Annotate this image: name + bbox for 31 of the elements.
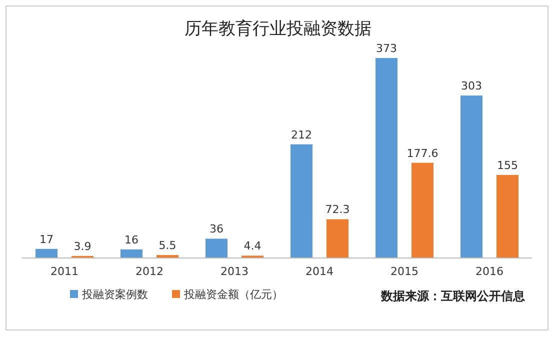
- data-label: 3.9: [74, 240, 92, 253]
- legend-label: 投融资金额（亿元）: [183, 288, 283, 301]
- bar: [290, 144, 312, 258]
- x-tick-label: 2011: [50, 265, 78, 278]
- bar: [36, 248, 58, 258]
- source-note: 数据来源：互联网公开信息: [380, 289, 526, 303]
- bar: [326, 219, 348, 258]
- data-label: 373: [376, 42, 397, 55]
- bar: [496, 174, 518, 258]
- data-label: 212: [291, 128, 312, 142]
- bar: [376, 58, 398, 258]
- x-tick-label: 2013: [220, 265, 248, 278]
- x-tick-label: 2015: [390, 265, 418, 278]
- data-label: 16: [124, 233, 138, 246]
- bar: [120, 249, 142, 258]
- x-tick-label: 2016: [476, 265, 504, 278]
- bar: [206, 238, 228, 258]
- x-tick-label: 2014: [306, 265, 334, 278]
- chart-title: 历年教育行业投融资数据: [184, 19, 372, 39]
- x-tick-label: 2012: [136, 265, 164, 278]
- data-label: 17: [40, 232, 54, 246]
- bar: [412, 162, 434, 258]
- data-label: 36: [210, 222, 224, 236]
- data-label: 155: [497, 158, 518, 172]
- data-label: 72.3: [325, 203, 350, 216]
- data-label: 177.6: [406, 146, 438, 160]
- data-label: 303: [461, 80, 482, 93]
- data-label: 5.5: [158, 239, 176, 252]
- legend-label: 投融资案例数: [81, 288, 148, 301]
- data-label: 4.4: [244, 240, 262, 253]
- bar: [460, 96, 482, 258]
